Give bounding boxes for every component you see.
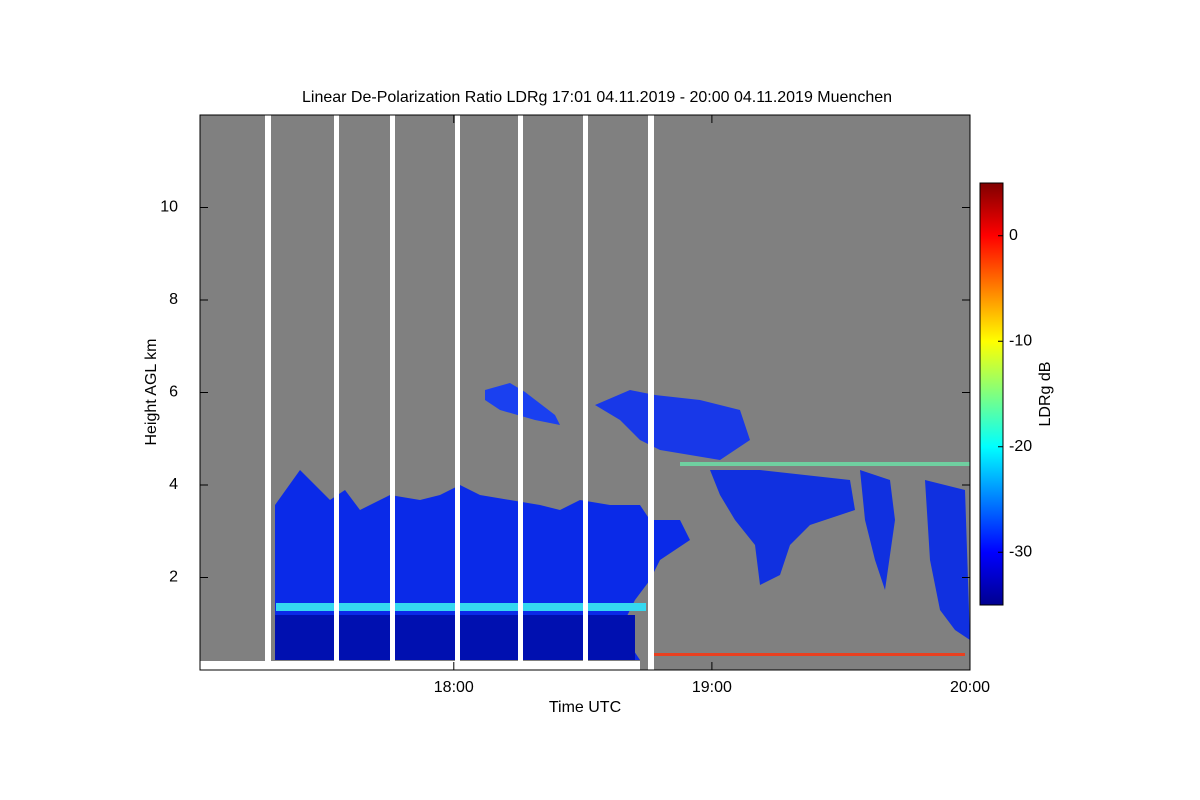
data-gap xyxy=(265,115,271,670)
chart-title: Linear De-Polarization Ratio LDRg 17:01 … xyxy=(302,89,892,106)
colorbar xyxy=(979,182,1004,606)
x-tick-label: 20:00 xyxy=(950,679,990,696)
colorbar-tick-label: 0 xyxy=(1009,227,1018,244)
plot-image xyxy=(200,115,970,670)
y-axis-label: Height AGL km xyxy=(143,338,160,445)
data-gap xyxy=(334,115,339,670)
data-gap xyxy=(455,115,460,670)
colorbar-tick-label: -10 xyxy=(1009,332,1032,349)
data-region xyxy=(710,470,855,585)
data-region xyxy=(925,480,970,640)
data-gap xyxy=(390,115,395,670)
x-tick-label: 18:00 xyxy=(434,679,474,696)
data-region xyxy=(650,653,965,656)
y-tick-label: 10 xyxy=(160,199,178,216)
y-tick-label: 8 xyxy=(169,291,178,308)
data-gap xyxy=(648,115,654,670)
data-gap xyxy=(583,115,588,670)
x-tick-label: 19:00 xyxy=(692,679,732,696)
data-region xyxy=(680,462,970,466)
y-tick-label: 2 xyxy=(169,569,178,586)
data-gap xyxy=(518,115,523,670)
colorbar-label: LDRg dB xyxy=(1037,362,1054,427)
y-tick-label: 4 xyxy=(169,476,178,493)
data-region xyxy=(276,603,646,611)
colorbar-tick-label: -30 xyxy=(1009,543,1032,560)
colorbar-tick-label: -20 xyxy=(1009,438,1032,455)
y-tick-label: 6 xyxy=(169,384,178,401)
data-region xyxy=(860,470,895,590)
data-region xyxy=(595,390,750,460)
x-axis-label: Time UTC xyxy=(549,699,621,716)
data-gap xyxy=(200,661,640,670)
